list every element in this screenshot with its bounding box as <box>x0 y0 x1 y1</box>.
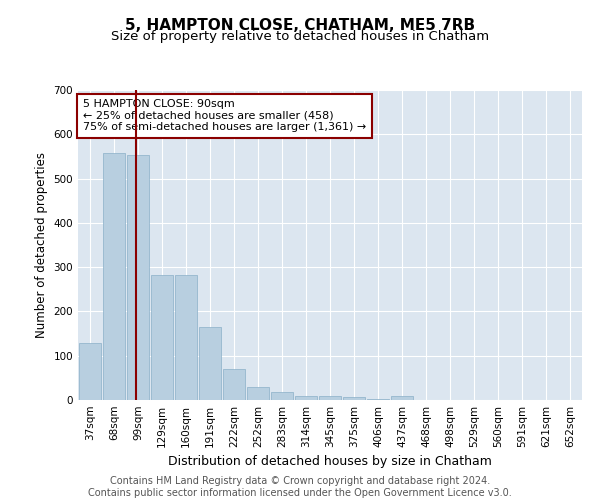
X-axis label: Distribution of detached houses by size in Chatham: Distribution of detached houses by size … <box>168 456 492 468</box>
Bar <box>319 396 341 400</box>
Bar <box>103 154 125 400</box>
Bar <box>247 386 269 400</box>
Bar <box>271 392 293 400</box>
Bar <box>127 155 149 400</box>
Bar <box>151 275 173 400</box>
Bar <box>343 398 365 400</box>
Bar <box>199 327 221 400</box>
Bar <box>391 396 413 400</box>
Text: 5 HAMPTON CLOSE: 90sqm
← 25% of detached houses are smaller (458)
75% of semi-de: 5 HAMPTON CLOSE: 90sqm ← 25% of detached… <box>83 100 366 132</box>
Bar <box>295 396 317 400</box>
Text: Contains HM Land Registry data © Crown copyright and database right 2024.
Contai: Contains HM Land Registry data © Crown c… <box>88 476 512 498</box>
Text: 5, HAMPTON CLOSE, CHATHAM, ME5 7RB: 5, HAMPTON CLOSE, CHATHAM, ME5 7RB <box>125 18 475 32</box>
Bar <box>79 344 101 400</box>
Y-axis label: Number of detached properties: Number of detached properties <box>35 152 48 338</box>
Bar <box>367 399 389 400</box>
Bar <box>175 275 197 400</box>
Bar <box>223 369 245 400</box>
Text: Size of property relative to detached houses in Chatham: Size of property relative to detached ho… <box>111 30 489 43</box>
